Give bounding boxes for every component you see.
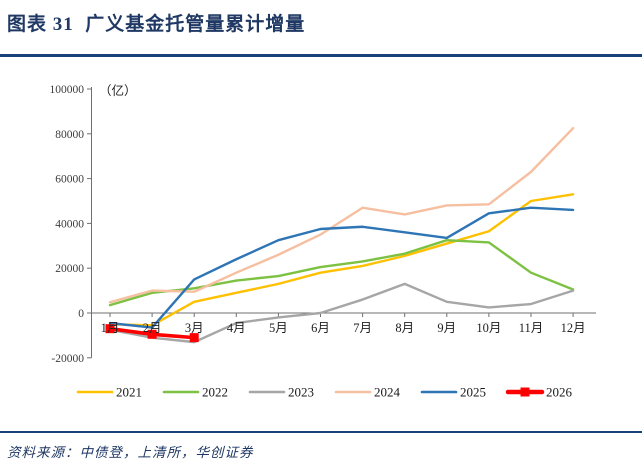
y-tick-label: 40000 <box>55 218 84 230</box>
title-divider-rule <box>0 54 642 57</box>
y-tick-label: 80000 <box>55 129 84 141</box>
x-tick-label: 3月 <box>185 321 204 335</box>
legend-item-2024: 2024 <box>334 385 401 400</box>
legend-label-2021: 2021 <box>116 385 142 400</box>
series-line-2024 <box>108 126 575 304</box>
legend-label-2023: 2023 <box>288 385 314 400</box>
legend-item-2021: 2021 <box>76 385 142 400</box>
legend-item-2025: 2025 <box>420 385 486 400</box>
x-tick-label: 4月 <box>227 321 246 335</box>
series-marker-2026 <box>105 324 115 334</box>
series-marker-2026 <box>147 329 157 339</box>
chart-svg: -20000 0 20000 40000 60000 80000 100000 （亿） 1月 2月… <box>50 83 596 400</box>
figure-title: 图表 31 广义基金托管量累计增量 <box>7 14 306 35</box>
source-divider-rule <box>0 431 642 433</box>
source-note: 资料来源：中债登，上清所，华创证券 <box>7 445 254 460</box>
x-tick-label: 2月 <box>143 321 162 335</box>
legend-marker-2026 <box>520 387 530 397</box>
y-tick-label: 100000 <box>50 84 85 96</box>
x-tick-label: 12月 <box>561 321 586 335</box>
legend-item-2026: 2026 <box>505 385 573 400</box>
x-tick-label: 1月 <box>101 321 120 335</box>
chart-area: -20000 0 20000 40000 60000 80000 100000 （亿） 1月 2月… <box>0 58 642 426</box>
legend-item-2022: 2022 <box>162 385 228 400</box>
x-tick-label: 7月 <box>353 321 372 335</box>
x-tick-label: 5月 <box>269 321 288 335</box>
y-axis-unit-label: （亿） <box>99 83 137 98</box>
series-line-2025 <box>108 206 575 329</box>
x-tick-label: 11月 <box>519 321 544 335</box>
series-line-2021 <box>108 193 575 327</box>
series-line-2023 <box>108 282 575 344</box>
y-tick-label: 0 <box>78 308 84 320</box>
y-tick-label: 60000 <box>55 174 84 186</box>
x-tick-label: 8月 <box>395 321 414 335</box>
legend-label-2026: 2026 <box>546 385 573 400</box>
series-marker-2026 <box>189 333 199 343</box>
legend-label-2022: 2022 <box>202 385 228 400</box>
x-tick-label: 9月 <box>437 321 456 335</box>
legend-label-2025: 2025 <box>460 385 486 400</box>
x-tick-label: 6月 <box>311 321 330 335</box>
x-tick-label: 10月 <box>476 321 501 335</box>
legend-label-2024: 2024 <box>374 385 401 400</box>
legend-item-2023: 2023 <box>248 385 314 400</box>
y-tick-label: -20000 <box>51 353 84 365</box>
y-tick-label: 20000 <box>55 263 84 275</box>
